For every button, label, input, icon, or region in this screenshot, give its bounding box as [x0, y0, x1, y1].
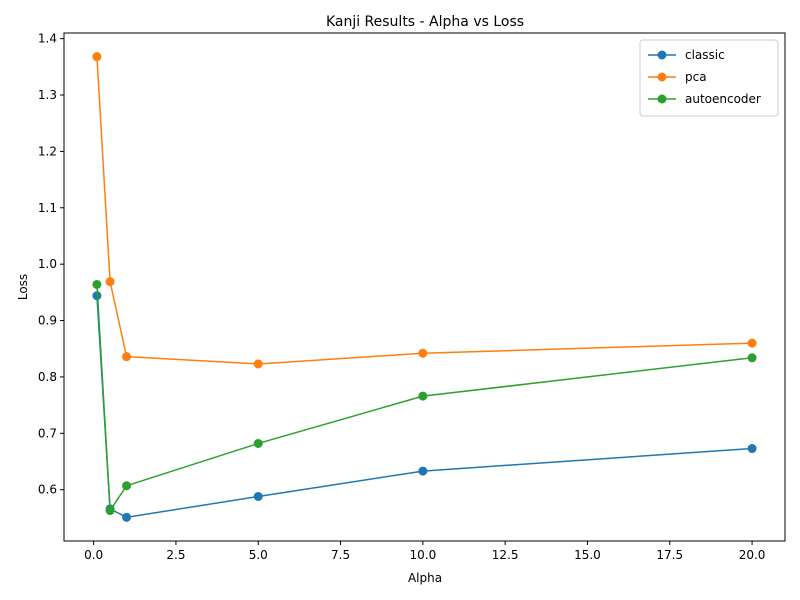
data-point-autoencoder	[418, 391, 428, 401]
y-tick-label: 1.2	[38, 144, 57, 158]
y-tick-label: 0.8	[38, 370, 57, 384]
legend-item-classic: classic	[648, 48, 725, 62]
x-tick-label: 17.5	[656, 548, 683, 562]
data-point-pca	[92, 52, 102, 62]
x-axis-label: Alpha	[408, 571, 442, 585]
legend-marker-pca	[657, 72, 667, 82]
legend-marker-autoencoder	[657, 94, 667, 104]
data-point-autoencoder	[747, 353, 757, 363]
y-tick-label: 0.7	[38, 426, 57, 440]
x-tick-label: 15.0	[574, 548, 601, 562]
axes-frame	[63, 32, 786, 542]
x-tick-label: 7.5	[331, 548, 350, 562]
plot-area	[92, 52, 757, 522]
x-tick-label: 10.0	[409, 548, 436, 562]
data-point-classic	[122, 512, 132, 522]
data-point-pca	[747, 338, 757, 348]
x-tick-label: 0.0	[84, 548, 103, 562]
data-point-pca	[105, 277, 115, 287]
x-tick-label: 2.5	[166, 548, 185, 562]
y-tick-label: 0.6	[38, 483, 57, 497]
data-point-autoencoder	[105, 506, 115, 516]
x-tick-label: 20.0	[739, 548, 766, 562]
legend-item-autoencoder: autoencoder	[648, 92, 761, 106]
y-tick-label: 1.4	[38, 32, 57, 46]
data-point-autoencoder	[92, 279, 102, 289]
series-line-pca	[96, 56, 753, 365]
data-point-pca	[122, 352, 132, 362]
legend-box	[639, 39, 779, 117]
y-tick-label: 1.1	[38, 201, 57, 215]
series-pca	[92, 52, 757, 369]
y-tick-label: 0.9	[38, 314, 57, 328]
legend-item-pca: pca	[648, 70, 707, 84]
legend: classic pca autoencoder	[639, 39, 779, 117]
y-axis: 0.6 0.7 0.8 0.9 1.0 1.1 1.2 1.3 1.4	[38, 32, 64, 497]
data-point-autoencoder	[122, 481, 132, 491]
chart-title: Kanji Results - Alpha vs Loss	[326, 14, 524, 30]
series-autoencoder	[92, 279, 757, 516]
x-tick-label: 12.5	[492, 548, 519, 562]
y-axis-label: Loss	[16, 274, 30, 300]
x-tick-label: 5.0	[249, 548, 268, 562]
legend-label: classic	[685, 48, 725, 62]
legend-marker-classic	[657, 50, 667, 60]
x-axis: 0.0 2.5 5.0 7.5 10.0 12.5 15.0 17.5 20.0	[84, 541, 765, 562]
legend-label: pca	[685, 70, 707, 84]
y-tick-label: 1.0	[38, 257, 57, 271]
data-point-classic	[418, 466, 428, 476]
y-tick-label: 1.3	[38, 88, 57, 102]
legend-label: autoencoder	[685, 92, 761, 106]
data-point-autoencoder	[253, 438, 263, 448]
data-point-classic	[253, 491, 263, 501]
series-line-autoencoder	[96, 284, 753, 512]
data-point-pca	[253, 359, 263, 369]
data-point-classic	[747, 444, 757, 454]
data-point-pca	[418, 348, 428, 358]
